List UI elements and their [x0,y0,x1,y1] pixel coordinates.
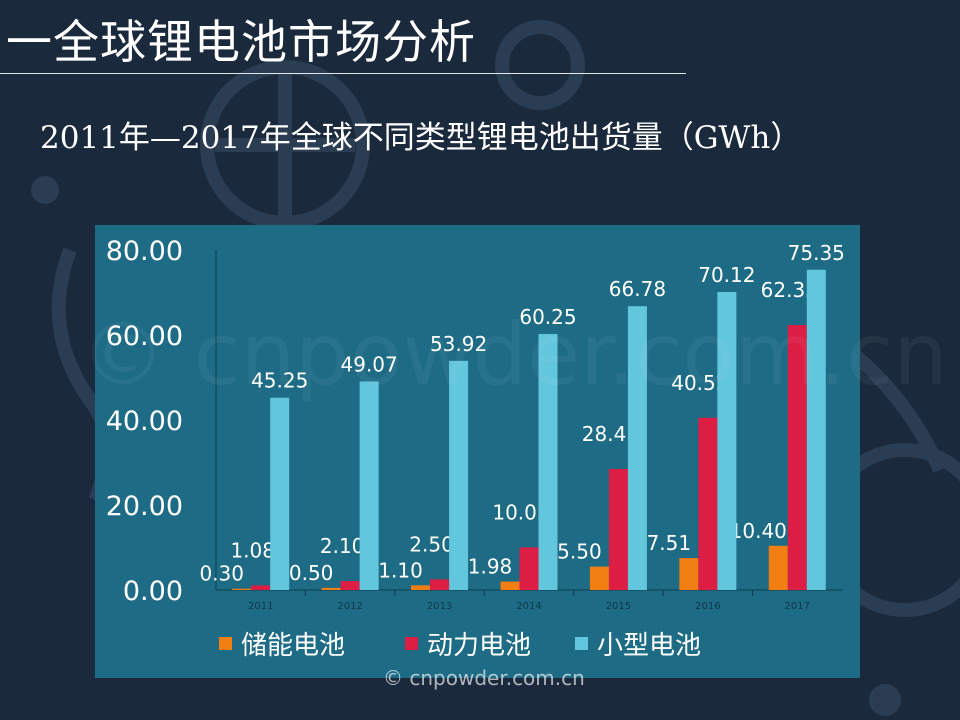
source-watermark: © cnpowder.com.cn [383,666,585,690]
data-label: 2.10 [320,534,365,558]
data-label: 1.08 [230,538,275,562]
bar-2015-s1 [589,566,609,590]
x-tick-label: 2012 [337,601,362,612]
bar-2014-s2 [519,547,539,590]
x-tick-label: 2014 [516,601,541,612]
x-tick-label: 2015 [606,601,631,612]
bar-2013-s1 [411,585,431,590]
legend-swatch [575,637,588,650]
bar-2012-s2 [340,581,360,590]
y-tick-label: 80.00 [106,236,183,267]
bar-2013-s2 [430,579,450,590]
legend-swatch [405,637,418,650]
bar-2017-s2 [787,325,807,590]
x-tick-label: 2013 [427,601,452,612]
data-label: 1.10 [378,558,423,582]
data-label: 60.25 [519,305,576,329]
data-label: 49.07 [341,352,398,376]
page-title: 一全球锂电池市场分析 [6,15,476,69]
title-divider [0,73,686,74]
y-tick-label: 60.00 [106,321,183,352]
y-tick-label: 40.00 [106,406,183,437]
data-label: 0.50 [289,561,334,585]
data-label: 10.40 [730,519,787,543]
x-tick-label: 2016 [695,601,720,612]
bar-2016-s2 [698,417,718,590]
data-label: 75.35 [788,241,845,265]
legend-label: 储能电池 [241,631,345,661]
watermark: © cnpowder.com.cn [80,305,948,405]
y-tick-label: 20.00 [106,491,183,522]
bar-chart: 0.00 20.00 40.00 60.00 80.00 2011 2012 2013 2014… [106,236,845,661]
bar-2017-s1 [768,545,788,590]
bar-2011-s3 [270,397,290,590]
x-tick-label: 2017 [785,601,810,612]
bar-2012-s3 [359,381,379,590]
bar-2011-s2 [251,585,271,590]
chart-panel: 0.00 20.00 40.00 60.00 80.00 2011 2012 2013 2014… [95,225,860,678]
data-label: 53.92 [430,332,487,356]
data-label: 66.78 [609,277,666,301]
x-tick-label: 2011 [248,601,273,612]
data-label: 0.30 [199,562,244,586]
chart-subtitle: 2011年—2017年全球不同类型锂电池出货量（GWh） [40,120,802,156]
bar-2012-s1 [321,587,341,590]
y-tick-label: 0.00 [123,576,183,607]
bar-2014-s1 [500,581,520,590]
bar-2014-s3 [538,333,558,590]
legend-label: 动力电池 [427,631,531,661]
data-label: 1.98 [468,555,513,579]
bar-2016-s1 [679,558,699,590]
legend-label: 小型电池 [597,631,701,661]
legend-swatch [219,637,232,650]
data-label: 7.51 [647,531,692,555]
data-label: 5.50 [557,540,602,564]
bar-2015-s2 [608,469,628,590]
bar-2015-s3 [627,306,647,590]
bar-2016-s3 [717,291,737,590]
data-label: 2.50 [409,532,454,556]
bar-2013-s3 [449,360,469,590]
data-label: 70.12 [698,263,755,287]
bar-2011-s1 [232,588,252,590]
data-label: 45.25 [251,369,308,393]
bar-2017-s3 [806,269,826,590]
